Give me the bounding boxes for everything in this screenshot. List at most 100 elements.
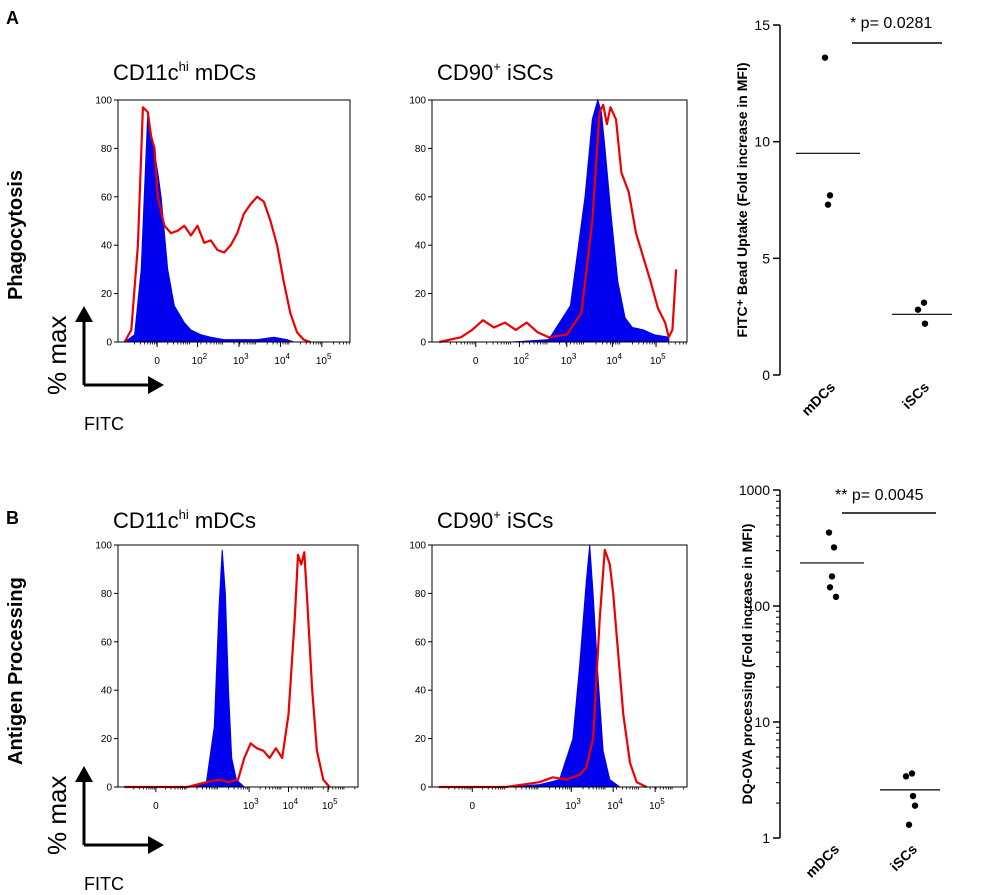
y-tick-label: 20 (415, 734, 427, 745)
y-tick-label: 40 (101, 241, 113, 252)
x-tick-exponent: 4 (618, 797, 623, 806)
x-tick-base: 10 (513, 356, 525, 367)
data-point-iSCs (911, 802, 919, 809)
series-control-fill (439, 98, 670, 343)
x-tick-base: 10 (565, 801, 577, 812)
category-label-mDCs: mDCs (798, 379, 838, 419)
x-tick-label: 0 (154, 356, 160, 367)
y-tick-label: 60 (101, 637, 113, 648)
series-control-fill (123, 112, 294, 343)
y-tick-label: 100 (409, 541, 426, 552)
x-tick-label: 0 (469, 801, 475, 812)
x-tick-exponent: 2 (525, 352, 530, 361)
x-tick-exponent: 5 (327, 352, 332, 361)
y-tick-label: 100 (95, 96, 112, 107)
x-tick-label: 104 (274, 352, 290, 367)
x-tick-base: 10 (650, 356, 662, 367)
y-tick-label: 0 (106, 338, 112, 349)
data-point-mDCs (828, 573, 836, 580)
data-point-mDCs (830, 544, 838, 551)
scatter-b-dq-ova: 1 10 100 1000 DQ-OVA processing (Fold increa… (739, 482, 940, 881)
y-tick-label: 15 (754, 17, 770, 33)
series-control-fill (124, 549, 257, 788)
histogram-title: CD11chi mDCs (113, 59, 256, 85)
x-tick-base: 10 (283, 801, 295, 812)
x-tick-exponent: 3 (244, 352, 249, 361)
x-tick-base: 10 (606, 356, 618, 367)
category-label-iSCs: iSCs (899, 379, 932, 412)
x-tick-exponent: 5 (333, 797, 338, 806)
y-tick-label: 60 (415, 192, 427, 203)
histogram-title: CD90+ iSCs (437, 507, 553, 533)
x-tick-exponent: 4 (294, 797, 299, 806)
panel-a-letter: A (6, 8, 19, 28)
x-tick-label: 104 (607, 797, 623, 812)
y-tick-label: 0 (106, 783, 112, 794)
panel-b-letter: B (6, 508, 19, 528)
x-tick-label: 103 (565, 797, 581, 812)
y-tick-label: 1 (762, 830, 770, 846)
title-main: CD11c (113, 508, 179, 533)
y-tick-label: 100 (409, 96, 426, 107)
y-tick-label: 20 (415, 289, 427, 300)
x-tick-label: 0 (153, 801, 159, 812)
y-axis-label: FITC⁺ Bead Uptake (Fold increase in MFI) (734, 63, 750, 338)
series-beads-line (123, 106, 311, 344)
plot-frame (431, 544, 688, 788)
y-tick-label: 80 (101, 589, 113, 600)
x-arrow-label: FITC (84, 874, 124, 894)
y-tick-label: 40 (415, 241, 427, 252)
x-tick-exponent: 2 (203, 352, 208, 361)
x-tick-exponent: 4 (617, 352, 622, 361)
y-tick-label: 100 (95, 541, 112, 552)
plot-frame (431, 99, 688, 343)
x-tick-exponent: 5 (661, 352, 666, 361)
series-dq-ova-line (438, 548, 648, 789)
x-tick-base: 10 (561, 356, 573, 367)
significance-label: ** p= 0.0045 (835, 487, 924, 504)
x-tick-base: 10 (322, 801, 334, 812)
y-tick-label: 60 (415, 637, 427, 648)
y-tick-label: 1000 (739, 482, 770, 498)
data-point-mDCs (826, 192, 834, 199)
x-tick-label: 105 (650, 352, 666, 367)
x-tick-label: 103 (561, 352, 577, 367)
title-rest: iSCs (501, 508, 554, 533)
x-tick-base: 10 (274, 356, 286, 367)
x-tick-label: 102 (192, 352, 208, 367)
x-tick-base: 10 (649, 801, 661, 812)
significance-label: * p= 0.0281 (850, 15, 932, 32)
data-point-iSCs (914, 306, 922, 313)
title-superscript: + (493, 507, 501, 522)
y-tick-label: 100 (747, 598, 771, 614)
y-tick-label: 10 (754, 714, 770, 730)
y-tick-label: 60 (101, 192, 113, 203)
title-superscript: hi (179, 59, 189, 74)
data-point-mDCs (826, 584, 834, 591)
histogram-title: CD90+ iSCs (437, 59, 553, 85)
y-tick-label: 40 (415, 686, 427, 697)
axis-arrow-legend-b: % max FITC (42, 766, 164, 894)
x-tick-label: 103 (233, 352, 249, 367)
y-arrow-label: % max (42, 776, 72, 855)
x-tick-base: 10 (233, 356, 245, 367)
y-tick-label: 40 (101, 686, 113, 697)
y-tick-label: 20 (101, 734, 113, 745)
y-arrow-label: % max (42, 316, 72, 395)
title-rest: iSCs (501, 60, 554, 85)
y-tick-label: 0 (420, 338, 426, 349)
category-label-mDCs: mDCs (802, 841, 842, 881)
x-tick-exponent: 4 (286, 352, 291, 361)
x-tick-label: 105 (322, 797, 338, 812)
title-main: CD90 (437, 508, 493, 533)
x-arrow-head (148, 836, 164, 854)
y-tick-label: 0 (762, 367, 770, 383)
x-tick-label: 104 (606, 352, 622, 367)
y-tick-label: 10 (754, 134, 770, 150)
data-point-iSCs (921, 320, 929, 327)
x-tick-label: 105 (316, 352, 332, 367)
